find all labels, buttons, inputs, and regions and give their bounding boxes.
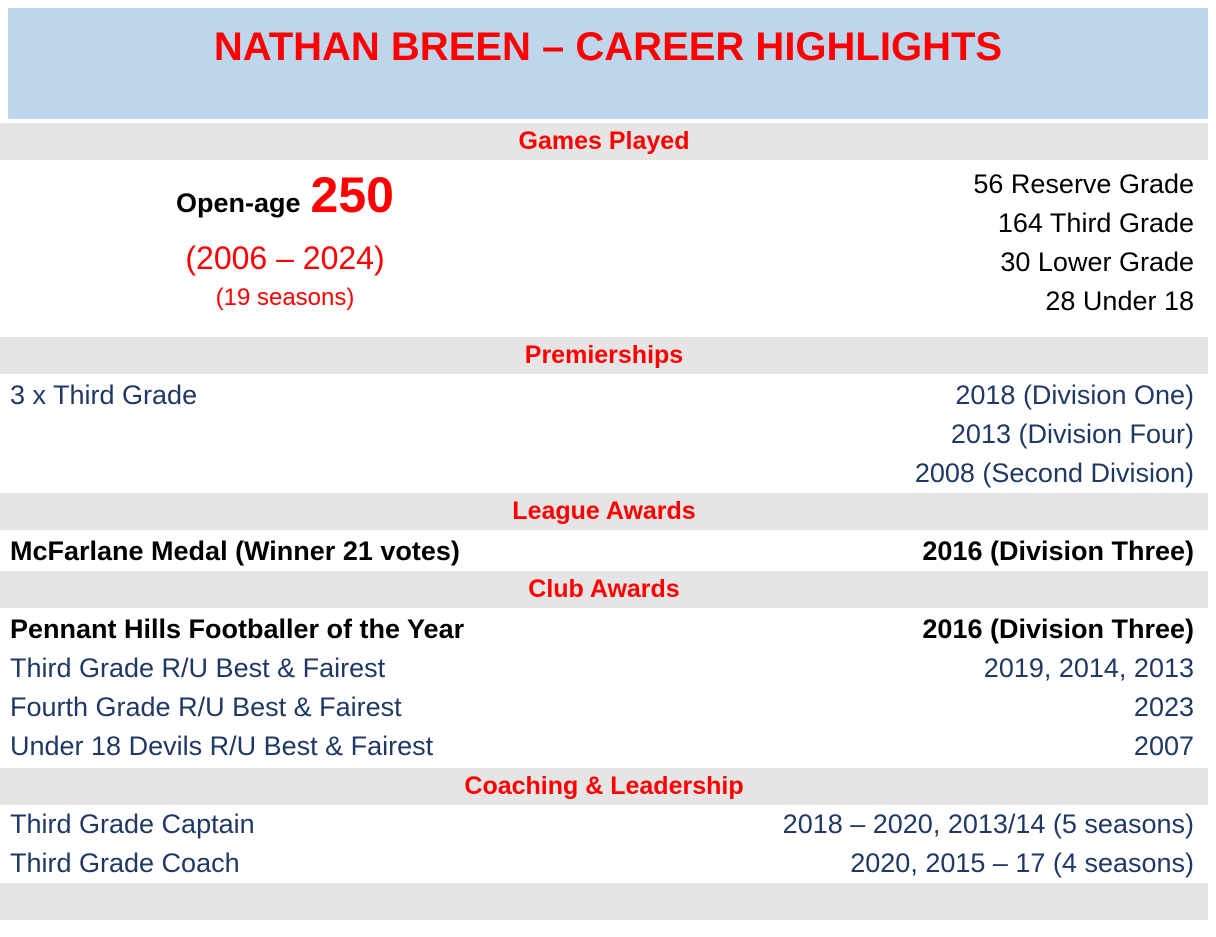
coaching-header-label: Coaching & Leadership: [464, 772, 744, 800]
open-age-year-range: (2006 – 2024): [185, 240, 385, 276]
breakdown-under-18: 28 Under 18: [1045, 286, 1194, 316]
premiership-year: 2008 (Second Division): [914, 458, 1194, 488]
open-age-seasons: (19 seasons): [215, 284, 355, 311]
premiership-year: 2018 (Division One): [955, 380, 1194, 410]
club-award-row: Third Grade R/U Best & Fairest 2019, 201…: [0, 649, 1208, 688]
premierships-row: 3 x Third Grade 2018 (Division One) 2013…: [0, 376, 1208, 493]
games-played-header-label: Games Played: [518, 127, 690, 155]
club-award-years: 2016 (Division Three): [922, 614, 1194, 644]
club-award-years: 2019, 2014, 2013: [983, 653, 1194, 683]
section-header-coaching-leadership: Coaching & Leadership: [0, 768, 1208, 805]
club-awards-header-label: Club Awards: [528, 575, 680, 603]
coaching-row: Third Grade Coach 2020, 2015 – 17 (4 sea…: [0, 844, 1208, 883]
club-award-label: Third Grade R/U Best & Fairest: [10, 653, 386, 683]
club-award-row: Fourth Grade R/U Best & Fairest 2023: [0, 688, 1208, 727]
open-age-line: Open-age 250: [0, 168, 570, 235]
league-award-year: 2016 (Division Three): [922, 536, 1194, 566]
open-age-total: 250: [310, 167, 394, 223]
club-awards-section: Pennant Hills Footballer of the Year 201…: [0, 608, 1208, 768]
open-age-label: Open-age: [176, 188, 301, 218]
section-header-premierships: Premierships: [0, 337, 1208, 374]
club-award-row: Pennant Hills Footballer of the Year 201…: [0, 610, 1208, 649]
league-awards-section: McFarlane Medal (Winner 21 votes) 2016 (…: [0, 530, 1208, 571]
coaching-role-label: Third Grade Captain: [10, 809, 255, 839]
breakdown-reserve-grade: 56 Reserve Grade: [973, 169, 1194, 199]
club-award-label: Under 18 Devils R/U Best & Fairest: [10, 731, 434, 761]
games-played-section: Open-age 250 (2006 – 2024) (19 seasons) 5…: [0, 160, 1208, 337]
league-award-label: McFarlane Medal (Winner 21 votes): [10, 536, 460, 566]
section-header-league-awards: League Awards: [0, 493, 1208, 530]
club-award-row: Under 18 Devils R/U Best & Fairest 2007: [0, 727, 1208, 766]
club-award-years: 2007: [1133, 731, 1194, 761]
premierships-item-label: 3 x Third Grade: [10, 380, 198, 410]
coaching-row: Third Grade Captain 2018 – 2020, 2013/14…: [0, 805, 1208, 844]
coaching-years: 2018 – 2020, 2013/14 (5 seasons): [782, 809, 1194, 839]
page-title: NATHAN BREEN – CAREER HIGHLIGHTS: [213, 25, 1003, 69]
games-breakdown-list: 56 Reserve Grade 164 Third Grade 30 Lowe…: [570, 160, 1208, 337]
premiership-year: 2013 (Division Four): [950, 419, 1194, 449]
club-award-years: 2023: [1133, 692, 1194, 722]
club-award-label: Fourth Grade R/U Best & Fairest: [10, 692, 402, 722]
bottom-spacer-band: [0, 883, 1208, 920]
coaching-years: 2020, 2015 – 17 (4 seasons): [850, 848, 1194, 878]
breakdown-third-grade: 164 Third Grade: [997, 208, 1194, 238]
coaching-role-label: Third Grade Coach: [10, 848, 240, 878]
open-age-block: Open-age 250 (2006 – 2024) (19 seasons): [0, 160, 570, 337]
league-awards-header-label: League Awards: [512, 497, 696, 525]
breakdown-lower-grade: 30 Lower Grade: [1000, 247, 1194, 277]
premierships-years-list: 2018 (Division One) 2013 (Division Four)…: [915, 376, 1194, 493]
title-banner: NATHAN BREEN – CAREER HIGHLIGHTS: [8, 8, 1208, 119]
club-award-label: Pennant Hills Footballer of the Year: [10, 614, 465, 644]
coaching-leadership-section: Third Grade Captain 2018 – 2020, 2013/14…: [0, 805, 1208, 883]
league-award-row: McFarlane Medal (Winner 21 votes) 2016 (…: [0, 532, 1208, 571]
premierships-header-label: Premierships: [524, 341, 684, 369]
section-header-club-awards: Club Awards: [0, 571, 1208, 608]
section-header-games-played: Games Played: [0, 123, 1208, 160]
premierships-section: 3 x Third Grade 2018 (Division One) 2013…: [0, 374, 1208, 493]
